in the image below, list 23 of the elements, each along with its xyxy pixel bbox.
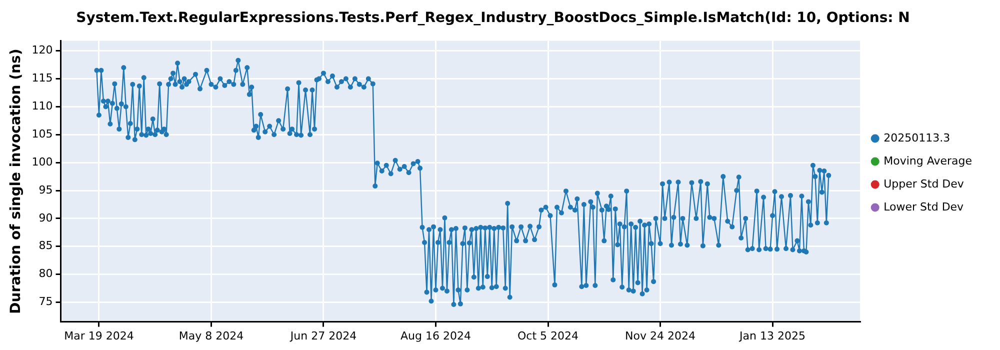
x-tick-label: Nov 24 2024 [625,329,696,342]
y-tick-label: 100 [32,155,53,168]
legend-label: Lower Std Dev [884,200,964,214]
legend-label: Upper Std Dev [884,177,964,190]
y-axis-title: Duration of single invocation (ns) [8,48,24,314]
y-tick-label: 115 [32,72,53,85]
legend-label: Moving Average [884,154,972,168]
x-tick-label: Aug 16 2024 [400,329,471,342]
y-tick-label: 95 [38,183,53,196]
x-tick-label: Jun 27 2024 [289,329,357,342]
y-tick-label: 110 [32,100,53,113]
legend-label: 20250113.3 [884,131,950,144]
y-tick-label: 85 [38,239,53,252]
y-tick-label: 80 [38,267,53,280]
y-tick-label: 120 [32,44,53,57]
x-tick-label: May 8 2024 [178,329,244,342]
chart-title: System.Text.RegularExpressions.Tests.Perf_Regex_Industry_BoostDocs_Simple.IsMatch(Id: 10, Options: N [76,10,910,26]
y-tick-label: 90 [38,211,53,224]
x-tick-label: Mar 19 2024 [64,329,134,342]
y-tick-label: 105 [32,128,53,141]
x-tick-label: Oct 5 2024 [518,329,579,342]
y-tick-label: 75 [38,295,53,308]
x-tick-label: Jan 13 2025 [738,329,806,342]
